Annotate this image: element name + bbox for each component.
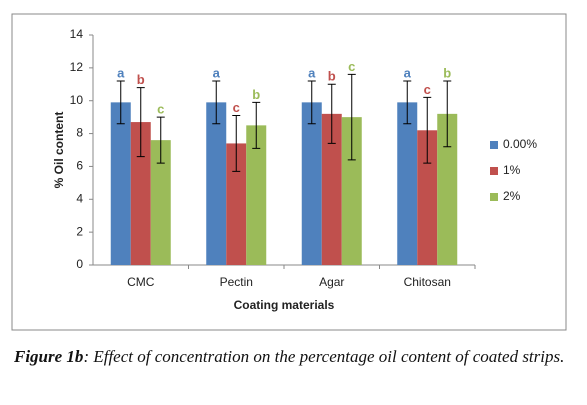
- error-bar: [212, 80, 221, 125]
- significance-letter: b: [137, 72, 145, 87]
- bar: [341, 117, 362, 266]
- bar: [150, 140, 171, 265]
- legend-swatch: [490, 141, 498, 149]
- error-bar: [116, 80, 125, 125]
- significance-letter: b: [443, 65, 451, 80]
- legend-label: 1%: [503, 163, 521, 177]
- bar: [397, 102, 418, 265]
- y-tick-label: 6: [76, 159, 83, 173]
- bar: [130, 122, 151, 265]
- significance-letter: c: [348, 59, 355, 74]
- bar: [206, 102, 227, 265]
- x-axis-title: Coating materials: [234, 298, 335, 312]
- x-tick-label: Pectin: [220, 275, 253, 289]
- bar: [246, 125, 267, 265]
- significance-letter: c: [424, 82, 431, 97]
- error-bar: [327, 83, 336, 144]
- significance-letter: b: [328, 69, 336, 84]
- significance-letter: c: [157, 102, 164, 117]
- caption-label: Figure 1b: [14, 347, 84, 366]
- y-tick-label: 14: [70, 27, 84, 41]
- legend-label: 2%: [503, 189, 521, 203]
- x-tick-label: CMC: [127, 275, 155, 289]
- y-tick-label: 10: [70, 93, 84, 107]
- x-tick-label: Chitosan: [404, 275, 451, 289]
- x-tick-label: Agar: [319, 275, 344, 289]
- significance-letter: a: [404, 65, 412, 80]
- significance-letter: a: [213, 65, 221, 80]
- bar: [301, 102, 322, 265]
- y-tick-label: 0: [76, 257, 83, 271]
- bar: [321, 113, 342, 265]
- y-tick-label: 2: [76, 224, 83, 238]
- error-bar: [403, 80, 412, 125]
- caption-text: : Effect of concentration on the percent…: [83, 347, 565, 366]
- bar: [226, 143, 247, 265]
- caption: Figure 1b: Effect of concentration on th…: [14, 345, 574, 369]
- error-bar: [232, 115, 241, 172]
- significance-letter: a: [117, 65, 125, 80]
- error-bar: [347, 73, 356, 161]
- legend-label: 0.00%: [503, 137, 537, 151]
- chart: Coating materials % Oil content 0 2 4 6 8 10 1…: [11, 13, 567, 331]
- significance-letter: a: [308, 65, 316, 80]
- significance-letter: c: [233, 100, 240, 115]
- y-tick-label: 12: [70, 60, 84, 74]
- bar: [417, 130, 438, 265]
- y-tick-label: 8: [76, 126, 83, 140]
- error-bar: [307, 80, 316, 125]
- bar: [110, 102, 131, 265]
- significance-letter: b: [252, 87, 260, 102]
- error-bar: [136, 87, 145, 158]
- chart-frame: [11, 13, 567, 331]
- error-bar: [423, 96, 432, 164]
- y-tick-label: 4: [76, 191, 83, 205]
- error-bar: [252, 101, 261, 149]
- error-bar: [443, 80, 452, 148]
- bar: [437, 113, 458, 265]
- legend-swatch: [490, 193, 498, 201]
- legend-swatch: [490, 167, 498, 175]
- y-axis-title: % Oil content: [52, 112, 66, 189]
- error-bar: [156, 116, 165, 164]
